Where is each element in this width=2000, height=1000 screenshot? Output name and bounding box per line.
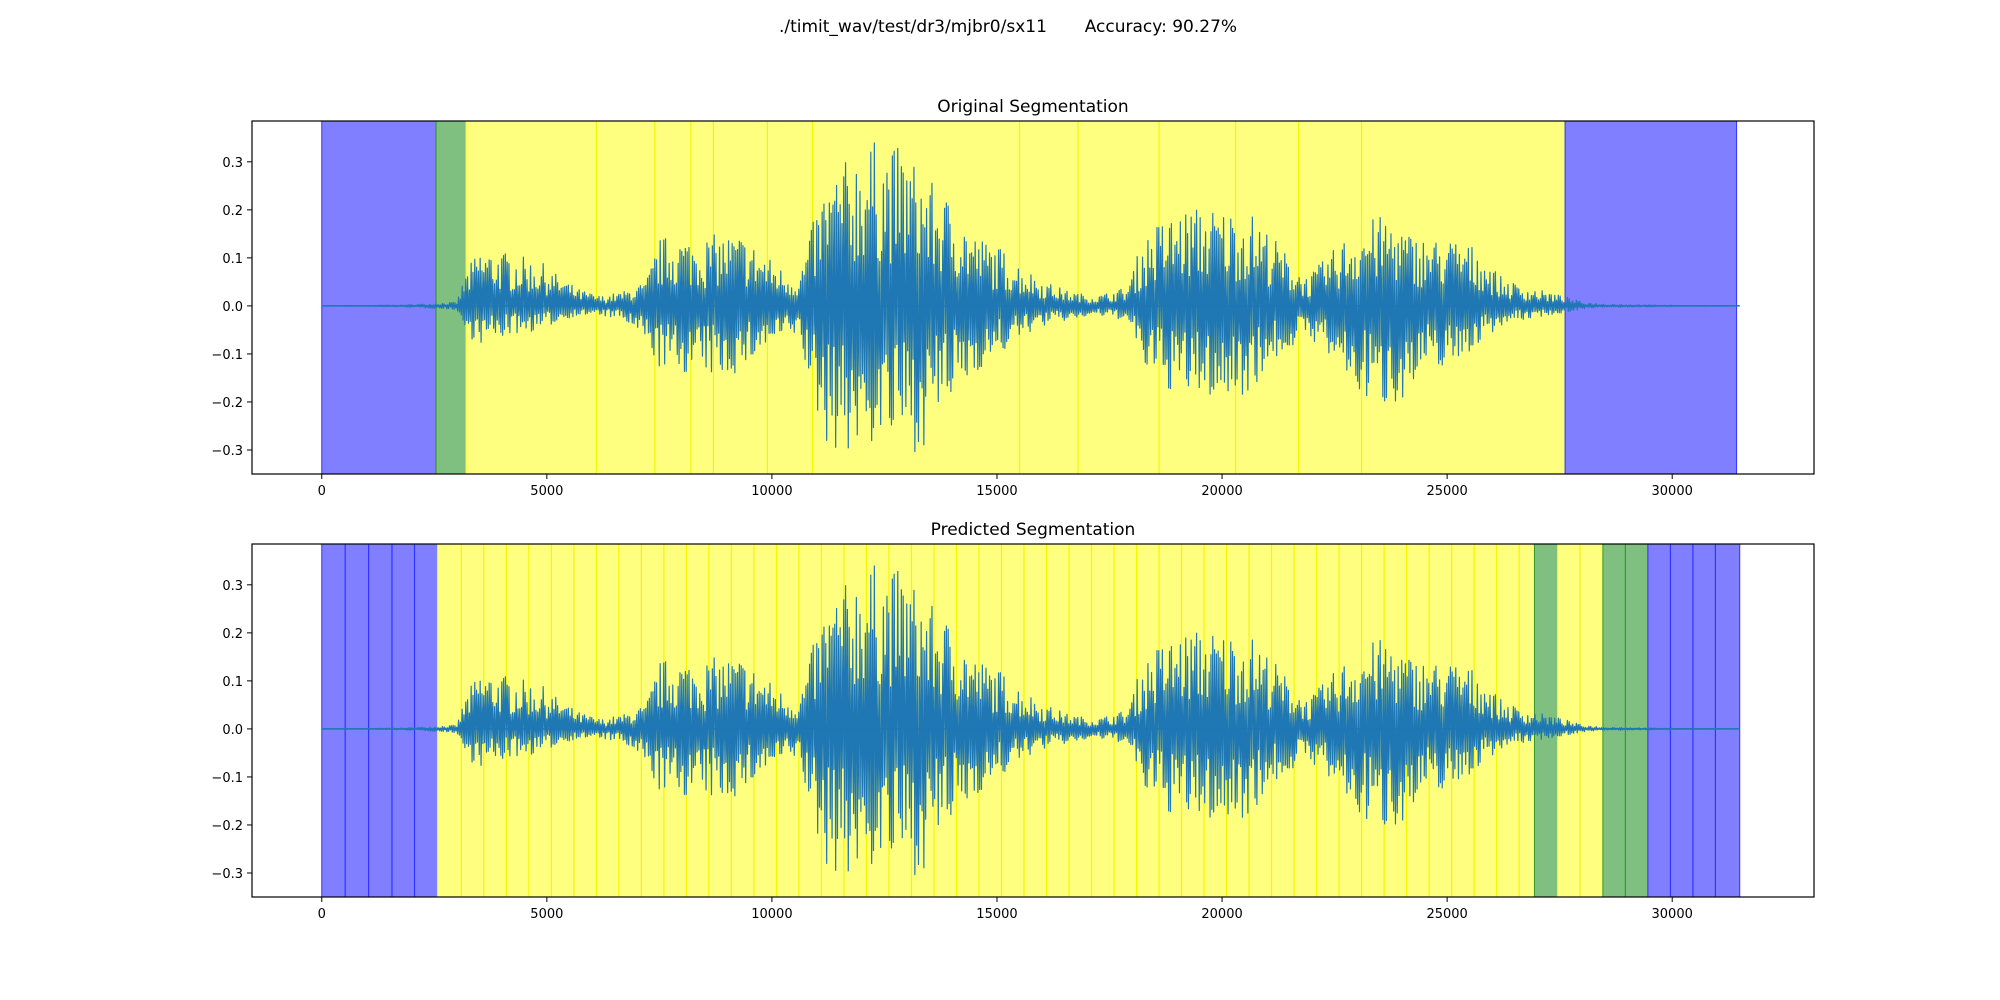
- predicted-ytick-label: 0.1: [222, 675, 243, 690]
- original-ytick-label: 0.2: [222, 204, 243, 219]
- predicted-ytick-label: 0.3: [222, 579, 243, 594]
- original-segment-silence: [321, 121, 437, 474]
- original-title: Original Segmentation: [937, 97, 1128, 117]
- predicted-segment-silence: [321, 544, 438, 897]
- original-xtick-label: 20000: [1201, 484, 1242, 499]
- predicted-title: Predicted Segmentation: [931, 520, 1136, 540]
- predicted-ytick-label: 0.2: [222, 627, 243, 642]
- original-xtick-label: 30000: [1652, 484, 1693, 499]
- original-ytick-label: −0.2: [211, 396, 243, 411]
- predicted-ytick-label: 0.0: [222, 723, 243, 738]
- original-ytick-label: 0.3: [222, 156, 243, 171]
- figure-title: ./timit_wav/test/dr3/mjbr0/sx11 Accuracy…: [779, 17, 1237, 37]
- original-segment-silence: [1564, 121, 1738, 474]
- original-xtick-label: 5000: [530, 484, 563, 499]
- original-ytick-label: 0.1: [222, 252, 243, 267]
- original-xtick-label: 15000: [976, 484, 1017, 499]
- original-ytick-label: −0.1: [211, 348, 243, 363]
- original-xtick-label: 25000: [1426, 484, 1467, 499]
- original-segmentation-plot: Original Segmentation 0 5000 10000 15000 2000…: [211, 97, 1815, 499]
- predicted-segmentation-plot: Predicted Segmentation 0 5000 10000 15000 200…: [211, 520, 1815, 922]
- original-ytick-label: −0.3: [211, 444, 243, 459]
- original-xtick-label: 10000: [751, 484, 792, 499]
- predicted-xtick-label: 30000: [1652, 907, 1693, 922]
- predicted-xtick-label: 5000: [530, 907, 563, 922]
- predicted-ytick-label: −0.1: [211, 771, 243, 786]
- original-segment-transition: [435, 121, 467, 474]
- predicted-xtick-label: 25000: [1426, 907, 1467, 922]
- predicted-xtick-label: 10000: [751, 907, 792, 922]
- predicted-segment-silence: [1647, 544, 1741, 897]
- predicted-ytick-label: −0.2: [211, 819, 243, 834]
- predicted-xtick-label: 0: [318, 907, 326, 922]
- original-ytick-label: 0.0: [222, 300, 243, 315]
- predicted-axes-frame: [251, 543, 1815, 898]
- original-axes-frame: [251, 120, 1815, 475]
- predicted-xtick-label: 15000: [976, 907, 1017, 922]
- original-xtick-label: 0: [318, 484, 326, 499]
- predicted-xtick-label: 20000: [1201, 907, 1242, 922]
- predicted-ytick-label: −0.3: [211, 867, 243, 882]
